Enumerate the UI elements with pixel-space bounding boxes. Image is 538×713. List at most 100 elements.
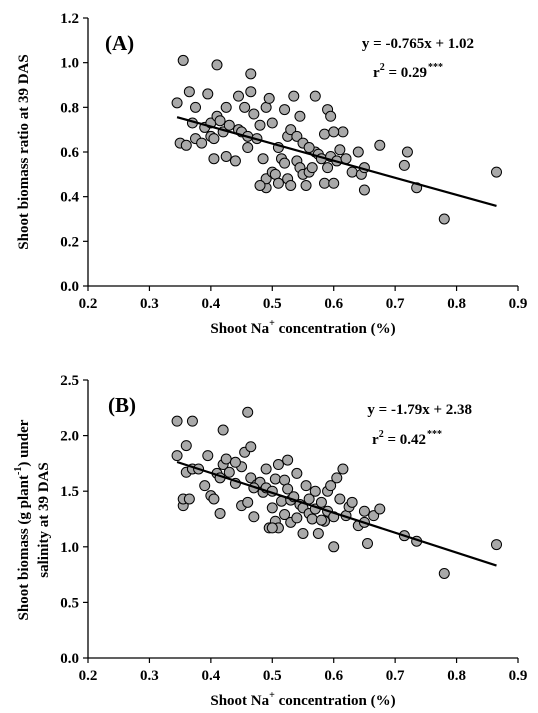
data-point: [328, 541, 340, 553]
data-point: [374, 503, 386, 515]
data-point: [331, 472, 343, 484]
data-point: [202, 450, 214, 462]
data-point: [315, 496, 327, 508]
x-tick-label: 0.5: [263, 668, 282, 684]
x-tick-label: 0.7: [386, 296, 405, 312]
data-point: [346, 166, 358, 178]
data-point: [337, 126, 349, 138]
axis-ticks: 0.2 0.3 0.4 0.5 0.6 0.7 0.8 0.9 0.0 0.5 1.0 1.5 2.0 2…: [60, 373, 527, 684]
data-point: [337, 463, 349, 475]
data-point: [398, 159, 410, 171]
data-point: [171, 450, 183, 462]
r-squared: r2 = 0.29: [373, 62, 427, 81]
data-point: [312, 527, 324, 539]
axis-ticks: 0.2 0.3 0.4 0.5 0.6 0.7 0.8 0.90.00.20.40.60.81…: [60, 11, 527, 312]
data-point: [438, 567, 450, 579]
data-point: [279, 509, 291, 521]
data-point: [208, 133, 220, 145]
data-point: [254, 180, 266, 191]
data-point: [199, 480, 211, 492]
data-point: [254, 119, 266, 131]
data-point: [233, 90, 244, 102]
data-point: [190, 101, 201, 113]
x-tick-label: 0.2: [79, 296, 98, 312]
data-point: [242, 406, 254, 418]
data-point: [300, 180, 312, 191]
y-axis-title: Shoot biomass ratio at 39 DAS: [16, 54, 32, 249]
data-point: [242, 142, 254, 154]
data-point: [328, 177, 340, 189]
data-point: [217, 424, 229, 436]
data-point: [245, 472, 257, 484]
data-point: [297, 527, 309, 539]
data-point: [334, 493, 346, 505]
x-tick-label: 0.6: [324, 296, 343, 312]
data-point: [248, 511, 260, 523]
data-point: [306, 162, 318, 174]
data-point: [374, 139, 386, 151]
scatter-points: [171, 54, 502, 225]
y-tick-label: 1.2: [60, 11, 79, 27]
regression-line: [176, 116, 497, 208]
data-point: [272, 459, 284, 471]
x-tick-label: 0.3: [140, 296, 159, 312]
data-point: [245, 68, 257, 80]
data-point: [266, 522, 278, 534]
data-point: [315, 514, 327, 526]
y-tick-label: 0.4: [60, 190, 79, 206]
data-point: [266, 502, 278, 514]
data-point: [438, 213, 450, 225]
data-point: [368, 510, 380, 522]
data-point: [180, 139, 192, 151]
x-tick-label: 0.7: [386, 668, 405, 684]
data-point: [257, 153, 269, 165]
data-point: [294, 110, 306, 122]
scatter-points: [171, 406, 502, 579]
data-point: [272, 177, 284, 189]
y-tick-label: 2.5: [60, 373, 79, 389]
y-tick-label: 1.5: [60, 484, 79, 500]
x-tick-label: 0.4: [201, 296, 220, 312]
data-point: [328, 126, 340, 138]
y-tick-label: 0.6: [60, 145, 79, 161]
data-point: [266, 117, 278, 129]
y-tick-label: 2.0: [60, 429, 79, 445]
data-point: [279, 157, 291, 169]
data-point: [325, 110, 337, 122]
data-point: [177, 54, 189, 66]
data-point: [223, 119, 235, 131]
significance-stars: ***: [427, 429, 442, 440]
y-tick-label: 0.2: [60, 234, 79, 250]
regression-equation: y = -1.79x + 2.38: [367, 402, 472, 418]
data-point: [319, 177, 330, 189]
data-point: [208, 153, 220, 165]
data-point: [245, 86, 257, 98]
data-point: [303, 142, 315, 154]
data-point: [285, 124, 297, 136]
data-point: [306, 513, 318, 525]
x-tick-label: 0.8: [447, 668, 466, 684]
data-point: [248, 108, 260, 120]
y-tick-label: 1.0: [60, 56, 79, 72]
x-tick-label: 0.5: [263, 296, 282, 312]
y-tick-label: 0.8: [60, 100, 79, 116]
data-point: [358, 184, 370, 196]
regression-line: [176, 460, 497, 567]
y-tick-label: 0.0: [60, 651, 79, 667]
data-point: [352, 146, 364, 158]
data-point: [220, 150, 232, 162]
data-point: [282, 454, 294, 466]
y-axis-title: Shoot biomass (g plant-1) under: [13, 419, 32, 620]
panel-label: (A): [105, 31, 134, 55]
data-point: [288, 90, 300, 102]
data-point: [214, 115, 226, 127]
data-point: [211, 59, 223, 71]
data-point: [242, 496, 254, 508]
regression-equation: y = -0.765x + 1.02: [362, 36, 474, 52]
data-point: [291, 512, 303, 524]
data-point: [214, 507, 226, 519]
data-point: [229, 456, 241, 468]
data-point: [229, 155, 241, 167]
data-point: [220, 453, 232, 465]
